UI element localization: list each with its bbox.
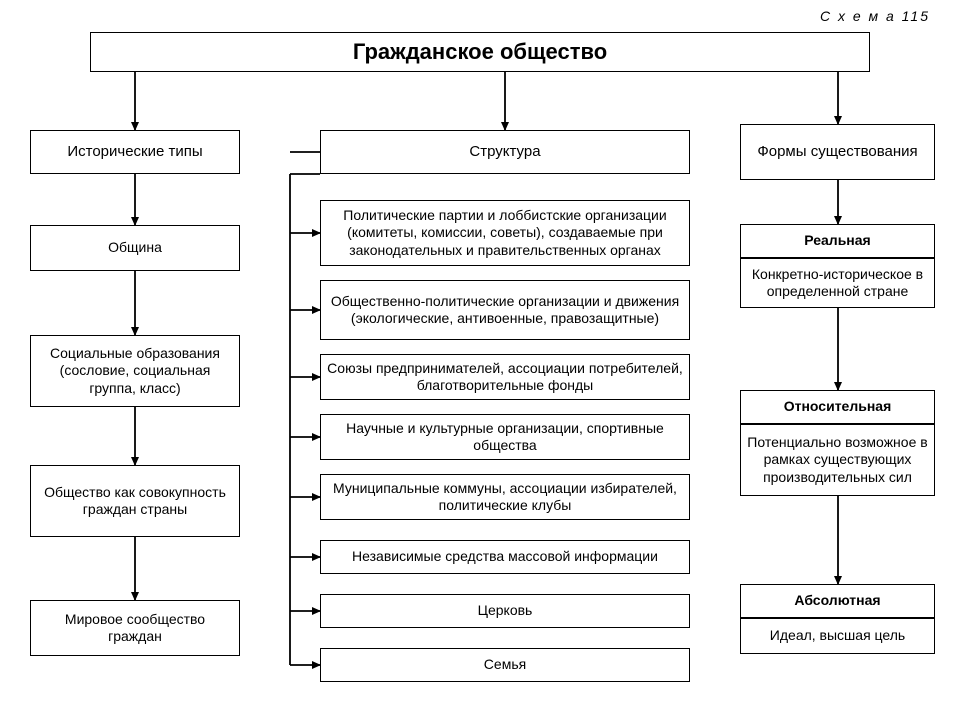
node-struct_h: Структура — [320, 130, 690, 174]
node-f1_h: Реальная — [740, 224, 935, 258]
node-s4: Научные и культурные организации, спорти… — [320, 414, 690, 460]
node-s1: Политические партии и лоббистские органи… — [320, 200, 690, 266]
node-hist_4: Мировое сообщество граждан — [30, 600, 240, 656]
node-s5: Муниципальные коммуны, ассоциации избира… — [320, 474, 690, 520]
node-hist_2: Социальные образования (сословие, социал… — [30, 335, 240, 407]
node-f3_b: Идеал, высшая цель — [740, 618, 935, 654]
node-f3_h: Абсолютная — [740, 584, 935, 618]
schema-caption: С х е м а 115 — [820, 8, 930, 24]
node-s2: Общественно-политические организации и д… — [320, 280, 690, 340]
node-s8: Семья — [320, 648, 690, 682]
node-s3: Союзы предпринимателей, ассоциации потре… — [320, 354, 690, 400]
node-s7: Церковь — [320, 594, 690, 628]
node-hist_1: Община — [30, 225, 240, 271]
node-title: Гражданское общество — [90, 32, 870, 72]
node-f2_h: Относительная — [740, 390, 935, 424]
node-f2_b: Потенциально возможное в рамках существу… — [740, 424, 935, 496]
node-f1_b: Конкретно-историческое в определенной ст… — [740, 258, 935, 308]
node-forms_h: Формы существования — [740, 124, 935, 180]
node-s6: Независимые средства массовой информации — [320, 540, 690, 574]
node-hist_h: Исторические типы — [30, 130, 240, 174]
node-hist_3: Общество как совокупность граждан страны — [30, 465, 240, 537]
